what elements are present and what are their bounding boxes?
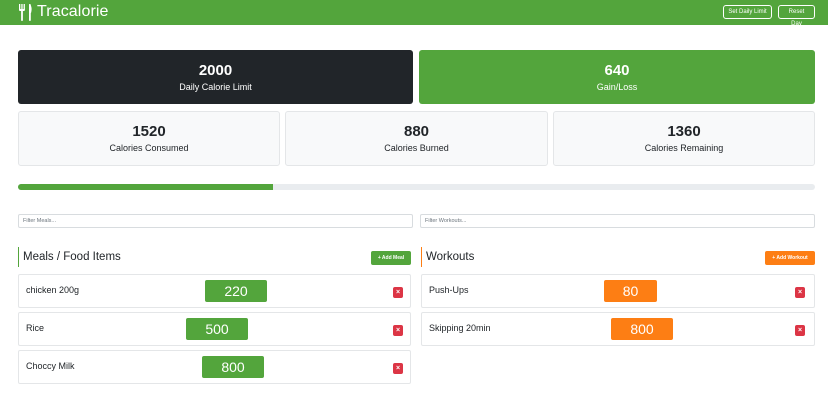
meal-item: Choccy Milk 800 × <box>18 350 411 384</box>
gain-loss-label: Gain/Loss <box>596 81 638 92</box>
set-daily-limit-button[interactable]: Set Daily Limit <box>723 5 772 19</box>
meals-section-title: Meals / Food Items <box>18 247 121 267</box>
filter-meals-input[interactable] <box>18 214 413 228</box>
gain-loss-card: 640 Gain/Loss <box>419 50 815 104</box>
delete-icon[interactable]: × <box>795 287 805 298</box>
filter-workouts-input[interactable] <box>420 214 815 228</box>
delete-icon[interactable]: × <box>393 287 403 298</box>
calorie-progress-fill <box>18 184 274 190</box>
meal-item-name: Choccy Milk <box>26 361 75 371</box>
calories-consumed-card: 1520 Calories Consumed <box>18 111 280 166</box>
calories-burned-label: Calories Burned <box>384 143 449 153</box>
calories-consumed-value: 1520 <box>132 123 166 140</box>
meal-item-calories: 220 <box>205 280 267 302</box>
delete-icon[interactable]: × <box>393 363 403 374</box>
daily-limit-card: 2000 Daily Calorie Limit <box>18 50 413 104</box>
workout-item: Push-Ups 80 × <box>421 274 815 308</box>
gain-loss-value: 640 <box>604 61 630 79</box>
workout-item: Skipping 20min 800 × <box>421 312 815 346</box>
meal-item-name: Rice <box>26 323 45 333</box>
calories-burned-card: 880 Calories Burned <box>285 111 548 166</box>
navbar: Tracalorie Set Daily Limit Reset Day <box>0 0 828 27</box>
meal-item-calories: 800 <box>202 356 264 378</box>
delete-icon[interactable]: × <box>393 325 403 336</box>
meal-item: chicken 200g 220 × <box>18 274 411 308</box>
fork-knife-icon <box>19 3 32 21</box>
calories-remaining-value: 1360 <box>667 123 701 140</box>
reset-day-button[interactable]: Reset Day <box>778 5 815 27</box>
meal-item-calories: 500 <box>186 318 248 340</box>
delete-icon[interactable]: × <box>795 325 805 336</box>
add-meal-button[interactable]: + Add Meal <box>371 251 411 265</box>
meal-item: Rice 500 × <box>18 312 411 346</box>
workout-item-calories: 800 <box>611 318 673 340</box>
daily-limit-value: 2000 <box>198 61 233 79</box>
workout-item-calories: 80 <box>604 280 657 302</box>
workout-item-name: Push-Ups <box>429 285 469 295</box>
calories-remaining-card: 1360 Calories Remaining <box>553 111 815 166</box>
workouts-section-title: Workouts <box>421 247 474 267</box>
calories-burned-value: 880 <box>403 123 430 140</box>
workout-item-name: Skipping 20min <box>429 323 491 333</box>
brand[interactable]: Tracalorie <box>18 2 109 22</box>
daily-limit-label: Daily Calorie Limit <box>179 81 252 92</box>
calorie-progress-bar <box>18 184 815 190</box>
add-workout-button[interactable]: + Add Workout <box>765 251 815 265</box>
app-title: Tracalorie <box>37 3 109 20</box>
calories-consumed-label: Calories Consumed <box>109 143 189 153</box>
calories-remaining-label: Calories Remaining <box>644 143 724 153</box>
meal-item-name: chicken 200g <box>26 285 80 295</box>
